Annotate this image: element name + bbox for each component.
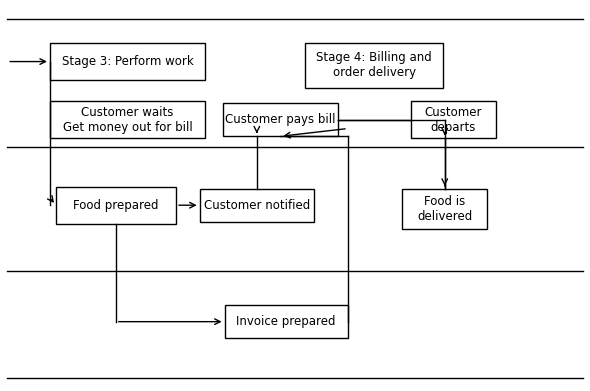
FancyBboxPatch shape: [55, 187, 176, 224]
Text: Customer
departs: Customer departs: [425, 106, 482, 134]
Text: Customer waits
Get money out for bill: Customer waits Get money out for bill: [63, 106, 192, 134]
Text: Customer notified: Customer notified: [204, 199, 310, 212]
Text: Customer pays bill: Customer pays bill: [225, 113, 336, 126]
FancyBboxPatch shape: [50, 43, 205, 80]
Text: Food is
delivered: Food is delivered: [417, 195, 473, 223]
Text: Stage 3: Perform work: Stage 3: Perform work: [62, 55, 194, 68]
FancyBboxPatch shape: [402, 189, 487, 230]
Text: Invoice prepared: Invoice prepared: [237, 315, 336, 328]
Text: Food prepared: Food prepared: [73, 199, 159, 212]
Text: Stage 4: Billing and
order delivery: Stage 4: Billing and order delivery: [316, 52, 432, 79]
FancyBboxPatch shape: [199, 189, 314, 222]
FancyBboxPatch shape: [411, 101, 496, 138]
FancyBboxPatch shape: [50, 101, 205, 138]
FancyBboxPatch shape: [225, 305, 348, 338]
FancyBboxPatch shape: [223, 103, 337, 136]
FancyBboxPatch shape: [305, 43, 443, 88]
